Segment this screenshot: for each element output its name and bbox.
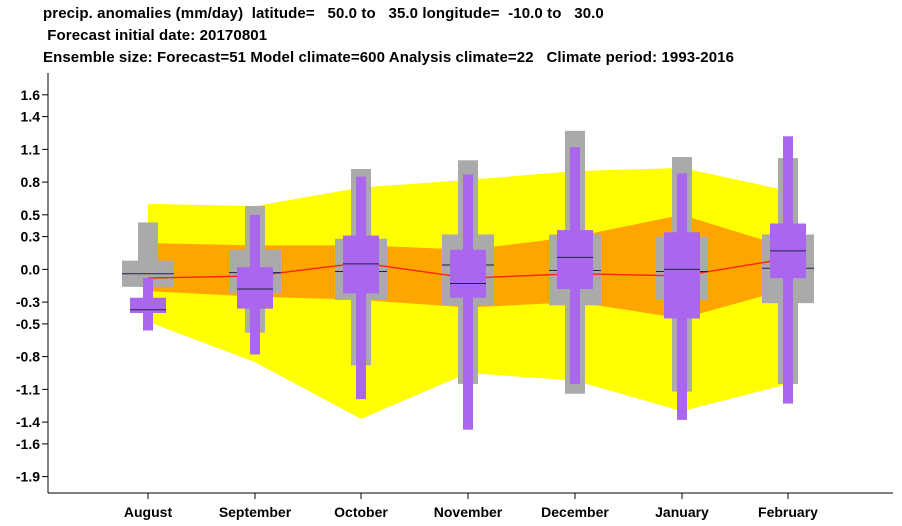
y-tick-label: 0.5 xyxy=(21,207,41,223)
x-tick-label: October xyxy=(334,504,388,520)
y-tick-label: 1.1 xyxy=(21,141,41,157)
forecast-box xyxy=(237,267,273,309)
forecast-box xyxy=(557,230,593,289)
x-tick-label: February xyxy=(758,504,818,520)
y-tick-label: 0.3 xyxy=(21,229,41,245)
y-tick-label: 0.0 xyxy=(21,261,41,277)
y-tick-label: -0.5 xyxy=(16,316,40,332)
forecast-box xyxy=(343,235,379,294)
y-tick-label: -1.6 xyxy=(16,436,40,452)
x-tick-label: January xyxy=(655,504,709,520)
x-tick-label: August xyxy=(124,504,173,520)
y-tick-label: -1.1 xyxy=(16,381,40,397)
y-tick-label: -0.8 xyxy=(16,349,40,365)
y-tick-label: 1.6 xyxy=(21,87,41,103)
x-tick-label: November xyxy=(434,504,503,520)
y-tick-label: 1.4 xyxy=(21,109,41,125)
forecast-box xyxy=(450,249,486,298)
forecast-box xyxy=(664,232,700,319)
chart-header: precip. anomalies (mm/day) latitude= 50.… xyxy=(0,0,902,70)
x-tick-label: September xyxy=(219,504,292,520)
header-ensemble-line: Ensemble size: Forecast=51 Model climate… xyxy=(43,49,735,66)
header-title-line: precip. anomalies (mm/day) latitude= 50.… xyxy=(43,5,604,22)
y-tick-label: -1.4 xyxy=(16,414,40,430)
forecast-whisker xyxy=(463,174,473,430)
y-tick-label: 0.8 xyxy=(21,174,41,190)
forecast-box xyxy=(130,297,166,313)
y-tick-label: -1.9 xyxy=(16,469,40,485)
x-tick-label: December xyxy=(541,504,609,520)
header-forecast-date-line: Forecast initial date: 20170801 xyxy=(43,27,268,44)
y-tick-label: -0.3 xyxy=(16,294,40,310)
